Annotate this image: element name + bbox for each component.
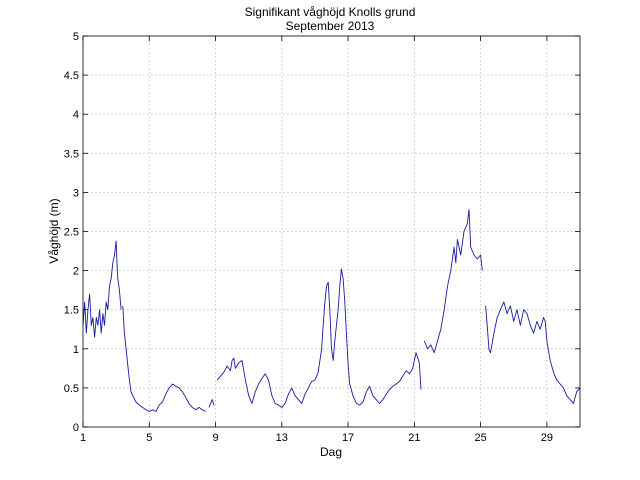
y-tick-label: 0 [73, 422, 79, 434]
y-tick-label: 4.5 [64, 70, 79, 82]
y-tick-labels: 0 0.5 1 1.5 2 2.5 3 3.5 4 4.5 5 [64, 31, 79, 434]
y-axis-label: Våghöjd (m) [47, 198, 61, 263]
y-tick-label: 3 [73, 187, 79, 199]
x-tick-label: 21 [408, 432, 420, 444]
y-tick-label: 5 [73, 31, 79, 43]
y-tick-label: 1 [73, 344, 79, 356]
series-line-segment [216, 268, 422, 408]
x-tick-label: 25 [474, 432, 486, 444]
axis-ticks [82, 35, 580, 428]
y-tick-label: 2.5 [64, 227, 79, 239]
x-tick-label: 9 [212, 432, 218, 444]
x-tick-label: 5 [146, 432, 152, 444]
x-tick-label: 17 [342, 432, 354, 444]
x-tick-label: 1 [80, 432, 86, 444]
grid-lines [83, 36, 580, 427]
x-tick-label: 13 [276, 432, 288, 444]
series-line-segment [122, 305, 206, 412]
chart-title: Signifikant våghöjd Knolls grund [245, 5, 416, 19]
y-tick-label: 4 [73, 109, 79, 121]
series-line-segment [82, 240, 122, 338]
series-line-segment [423, 209, 483, 354]
y-tick-label: 0.5 [64, 383, 79, 395]
series-line-segment [208, 399, 215, 408]
y-tick-label: 1.5 [64, 305, 79, 317]
series-line-segment [485, 301, 581, 404]
y-tick-label: 3.5 [64, 148, 79, 160]
x-axis-label: Dag [320, 445, 342, 459]
chart-subtitle: September 2013 [286, 19, 375, 33]
x-tick-labels: 1 5 9 13 17 21 25 29 [80, 432, 553, 444]
x-tick-label: 29 [541, 432, 553, 444]
y-tick-label: 2 [73, 266, 79, 278]
series-wave-height [82, 209, 581, 412]
